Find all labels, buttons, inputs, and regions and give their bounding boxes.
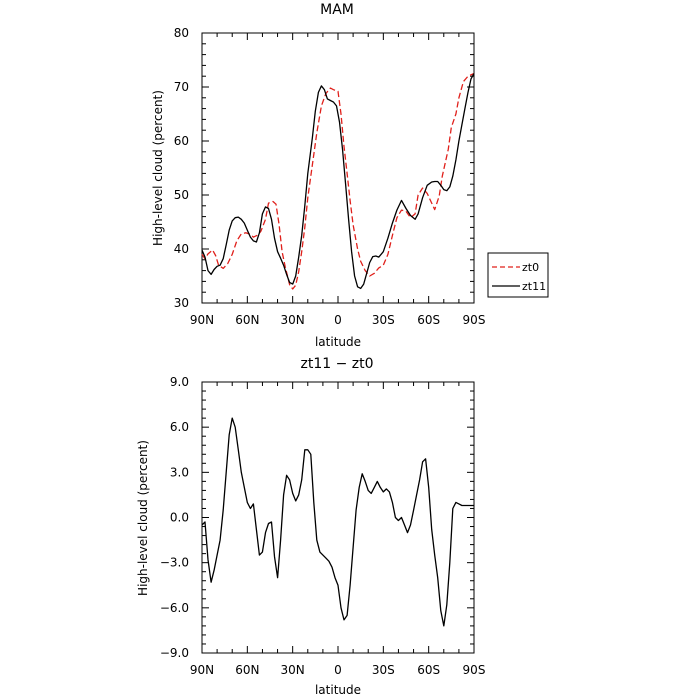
top-series-group — [201, 72, 475, 290]
top-x-tick-label: 30S — [372, 313, 395, 327]
top-series-line-zt11 — [201, 73, 475, 290]
top-x-axis-label: latitude — [315, 335, 361, 349]
bottom-series-group — [201, 417, 474, 627]
bottom-x-tick-label: 30N — [281, 663, 305, 677]
top-axis-ticks: 90N 60N 30N 0 30S 60S 90S 30 40 50 60 70 80 — [174, 26, 486, 327]
top-y-tick-label: 60 — [174, 134, 189, 148]
bottom-x-tick-label: 60N — [235, 663, 259, 677]
top-x-tick-label: 90S — [463, 313, 486, 327]
legend-label-zt0: zt0 — [522, 261, 539, 274]
top-y-axis-label: High-level cloud (percent) — [151, 90, 165, 246]
bottom-panel: zt11 − zt0 90N 60N 30N 0 30S 60S 90S −9.0 −6.0 −3… — [136, 356, 485, 697]
bottom-y-tick-label: 9.0 — [170, 375, 189, 389]
legend-box — [487, 252, 549, 298]
bottom-y-tick-label: 3.0 — [170, 465, 189, 479]
bottom-y-tick-label: 6.0 — [170, 420, 189, 434]
top-x-tick-label: 60N — [235, 313, 259, 327]
legend: zt0 zt11 — [487, 252, 549, 298]
bottom-y-tick-label: 0.0 — [170, 511, 189, 525]
top-chart-title: MAM — [320, 2, 354, 18]
bottom-plot-frame — [201, 381, 475, 654]
bottom-axis-ticks: 90N 60N 30N 0 30S 60S 90S −9.0 −6.0 −3.0 0.0 3.0 6.0… — [160, 375, 486, 677]
bottom-x-tick-label: 30S — [372, 663, 395, 677]
bottom-y-axis-label: High-level cloud (percent) — [136, 440, 150, 596]
top-x-tick-label: 90N — [190, 313, 214, 327]
top-x-tick-label: 60S — [417, 313, 440, 327]
bottom-y-tick-label: −3.0 — [160, 556, 189, 570]
bottom-y-tick-label: −9.0 — [160, 646, 189, 660]
top-y-tick-label: 30 — [174, 296, 189, 310]
bottom-series-line-series-0 — [201, 417, 474, 627]
top-y-tick-label: 80 — [174, 26, 189, 40]
top-plot-frame — [201, 32, 475, 304]
top-y-tick-label: 50 — [174, 188, 189, 202]
bottom-x-tick-label: 60S — [417, 663, 440, 677]
bottom-y-tick-label: −6.0 — [160, 601, 189, 615]
bottom-x-tick-label: 90N — [190, 663, 214, 677]
top-panel: MAM 90N 60N 30N 0 30S 60S 90S 30 40 50 60 70 80 lati… — [151, 2, 485, 349]
bottom-x-tick-label: 90S — [463, 663, 486, 677]
legend-label-zt11: zt11 — [522, 280, 546, 293]
top-y-tick-label: 40 — [174, 242, 189, 256]
bottom-x-axis-label: latitude — [315, 683, 361, 697]
top-x-tick-label: 0 — [334, 313, 342, 327]
bottom-x-tick-label: 0 — [334, 663, 342, 677]
bottom-chart-title: zt11 − zt0 — [300, 356, 373, 372]
top-y-tick-label: 70 — [174, 80, 189, 94]
top-x-tick-label: 30N — [281, 313, 305, 327]
